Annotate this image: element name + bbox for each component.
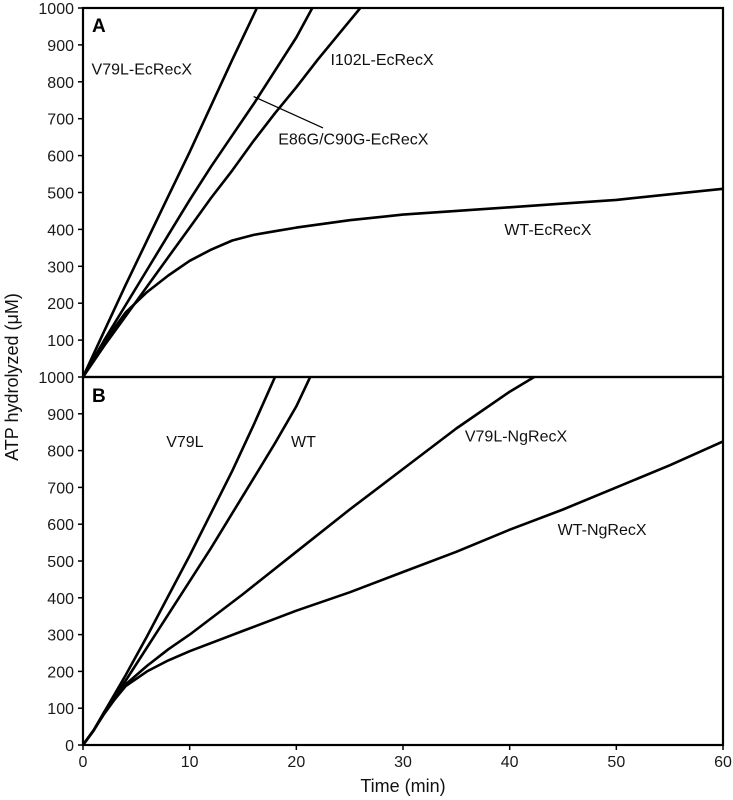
panel-b-y-tick-label-400: 400: [47, 591, 74, 608]
panel-a-y-tick-label-300: 300: [47, 259, 74, 276]
series-line-v79l-ecrecx: [83, 8, 259, 377]
y-axis-title: ATP hydrolyzed (μM): [2, 293, 22, 461]
panel-b-x-tick-label-0: 0: [79, 754, 88, 771]
panel-b-y-tick-label-100: 100: [47, 701, 74, 718]
panel-a-y-tick-label-500: 500: [47, 186, 74, 203]
series-line-e86g-c90g-ecrecx: [83, 8, 314, 377]
panel-b-y-tick-label-300: 300: [47, 628, 74, 645]
panel-a-y-tick-label-100: 100: [47, 333, 74, 350]
panel-b-x-tick-label-20: 20: [287, 754, 305, 771]
panel-a-y-tick-label-1000: 1000: [38, 1, 74, 18]
x-axis-title: Time (min): [360, 776, 445, 796]
panel-a-y-tick-label-800: 800: [47, 75, 74, 92]
panel-b-y-tick-label-200: 200: [47, 664, 74, 681]
series-label-v79l: V79L: [166, 434, 203, 451]
series-label-v79l-ecrecx: V79L-EcRecX: [92, 61, 193, 78]
series-label-v79l-ngrecx: V79L-NgRecX: [465, 428, 568, 445]
panel-a-y-tick-label-200: 200: [47, 296, 74, 313]
series-label-wt: WT: [291, 434, 316, 451]
panel-b-frame: [81, 375, 725, 747]
panel-a-y-tick-label-900: 900: [47, 38, 74, 55]
series-line-i102l-ecrecx: [83, 8, 362, 377]
panel-b-y-tick-label-900: 900: [47, 407, 74, 424]
leader-line-e86g-c90g-ecrecx: [253, 96, 324, 129]
panel-b-letter: B: [92, 386, 106, 407]
panel-b-y-tick-label-500: 500: [47, 554, 74, 571]
panel-b-x-tick-label-50: 50: [607, 754, 625, 771]
panel-b-x-tick-label-40: 40: [501, 754, 519, 771]
series-label-wt-ngrecx: WT-NgRecX: [558, 522, 647, 539]
series-line-wt-ngrecx: [83, 440, 723, 745]
panel-a-letter: A: [92, 16, 106, 37]
panel-a: 1000 900 800 700 600 500 400 300 200 100 V79L-EcRe…: [38, 1, 725, 379]
panel-b-y-tick-label-700: 700: [47, 480, 74, 497]
panel-b-x-tick-label-60: 60: [714, 754, 732, 771]
series-label-i102l-ecrecx: I102L-EcRecX: [330, 52, 433, 69]
panel-b-x-tick-label-30: 30: [394, 754, 412, 771]
series-label-wt-ecrecx: WT-EcRecX: [504, 222, 591, 239]
series-line-wt-ecrecx: [83, 187, 723, 377]
panel-b-y-tick-label-0: 0: [65, 738, 74, 755]
series-label-e86g-c90g-ecrecx: E86G/C90G-EcRecX: [278, 132, 429, 149]
panel-b-y-tick-label-1000: 1000: [38, 370, 74, 387]
panel-b-y-tick-label-600: 600: [47, 517, 74, 534]
series-line-v79l: [83, 377, 277, 745]
panel-a-y-tick-label-700: 700: [47, 112, 74, 129]
panel-b-x-tick-label-10: 10: [181, 754, 199, 771]
panel-b-y-tick-label-800: 800: [47, 444, 74, 461]
panel-a-y-tick-label-600: 600: [47, 149, 74, 166]
panel-a-y-tick-label-400: 400: [47, 222, 74, 239]
